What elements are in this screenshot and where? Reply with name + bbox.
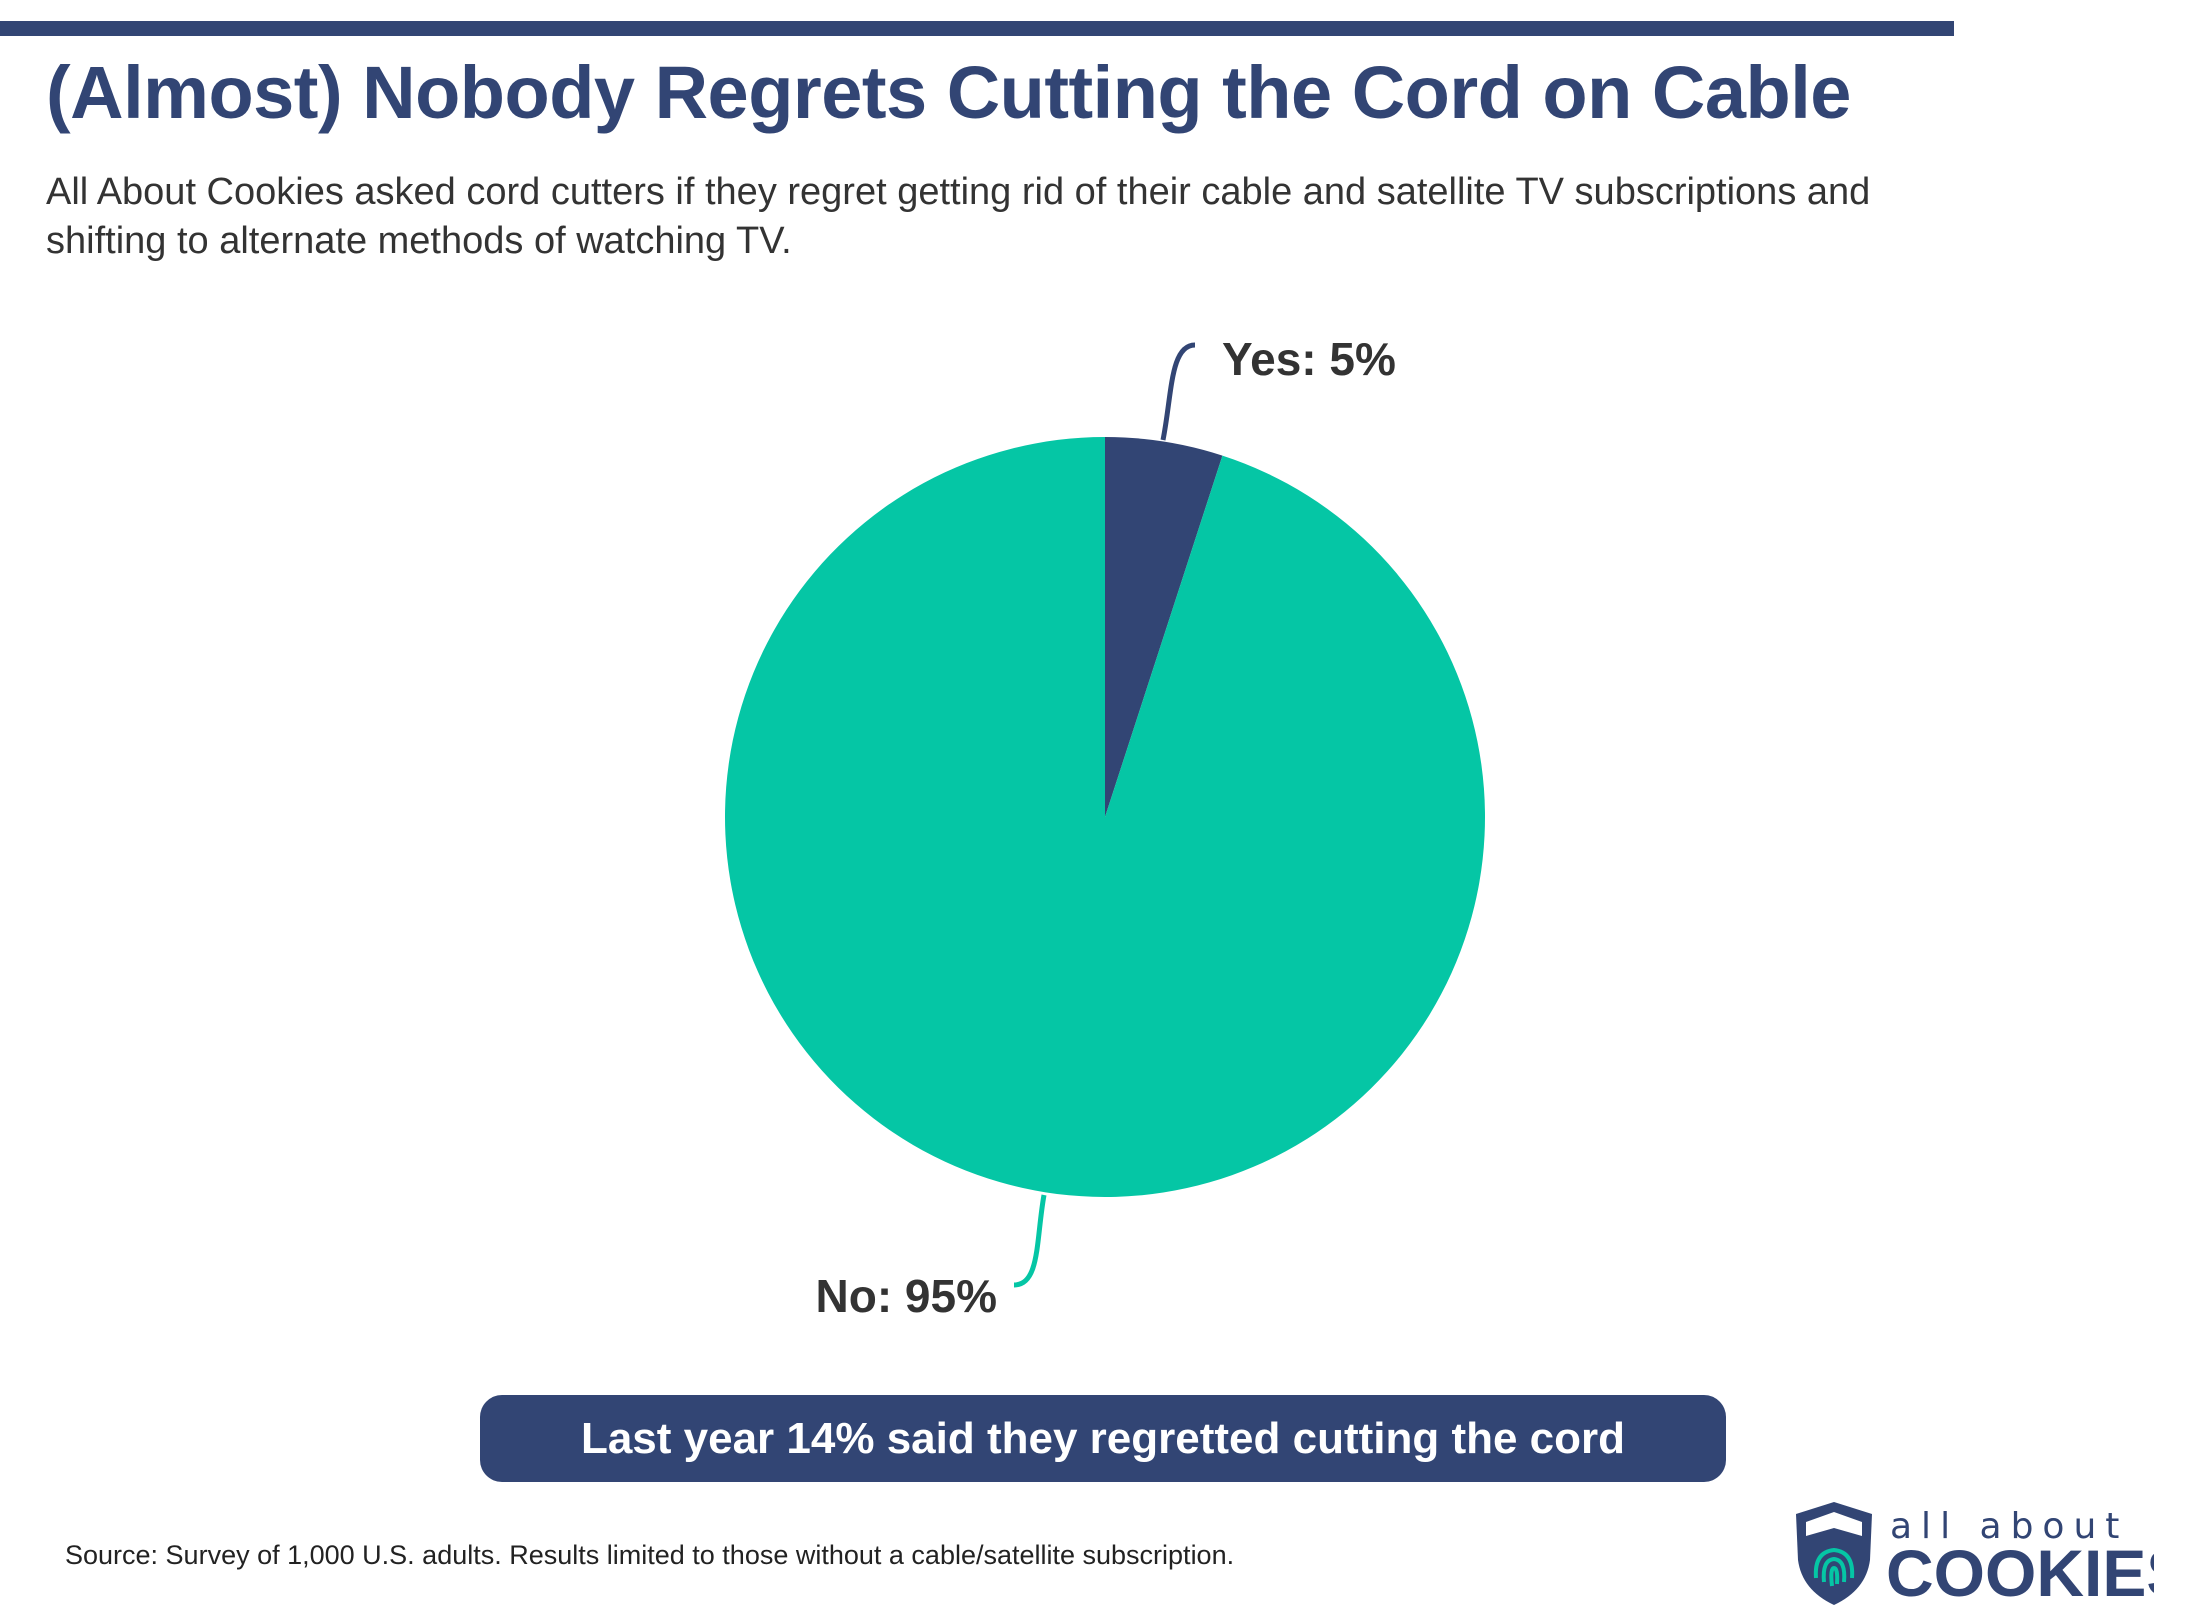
svg-text:COOKIES: COOKIES [1886,1536,2154,1606]
source-note: Source: Survey of 1,000 U.S. adults. Res… [65,1540,1235,1570]
all-about-cookies-logo: all about COOKIES [1796,1502,2154,1606]
yes-leader-line [1160,342,1196,441]
chart-title: (Almost) Nobody Regrets Cutting the Cord… [46,51,1851,134]
callout-text: Last year 14% said they regretted cuttin… [580,1413,1626,1463]
callout-box: Last year 14% said they regretted cuttin… [480,1395,1726,1482]
top-accent-bar [0,21,1954,36]
chart-subtitle: All About Cookies asked cord cutters if … [46,171,1871,262]
no-leader-line [1013,1194,1047,1288]
yes-label: Yes: 5% [1222,333,1396,385]
pie-slice-no [725,437,1486,1197]
pie-slice-yes [1105,437,1223,817]
pie-chart: Yes: 5% No: 95% [725,333,1486,1322]
fingerprint-icon [1813,1547,1855,1587]
no-label: No: 95% [816,1270,997,1322]
svg-text:all about: all about [1890,1506,2128,1547]
